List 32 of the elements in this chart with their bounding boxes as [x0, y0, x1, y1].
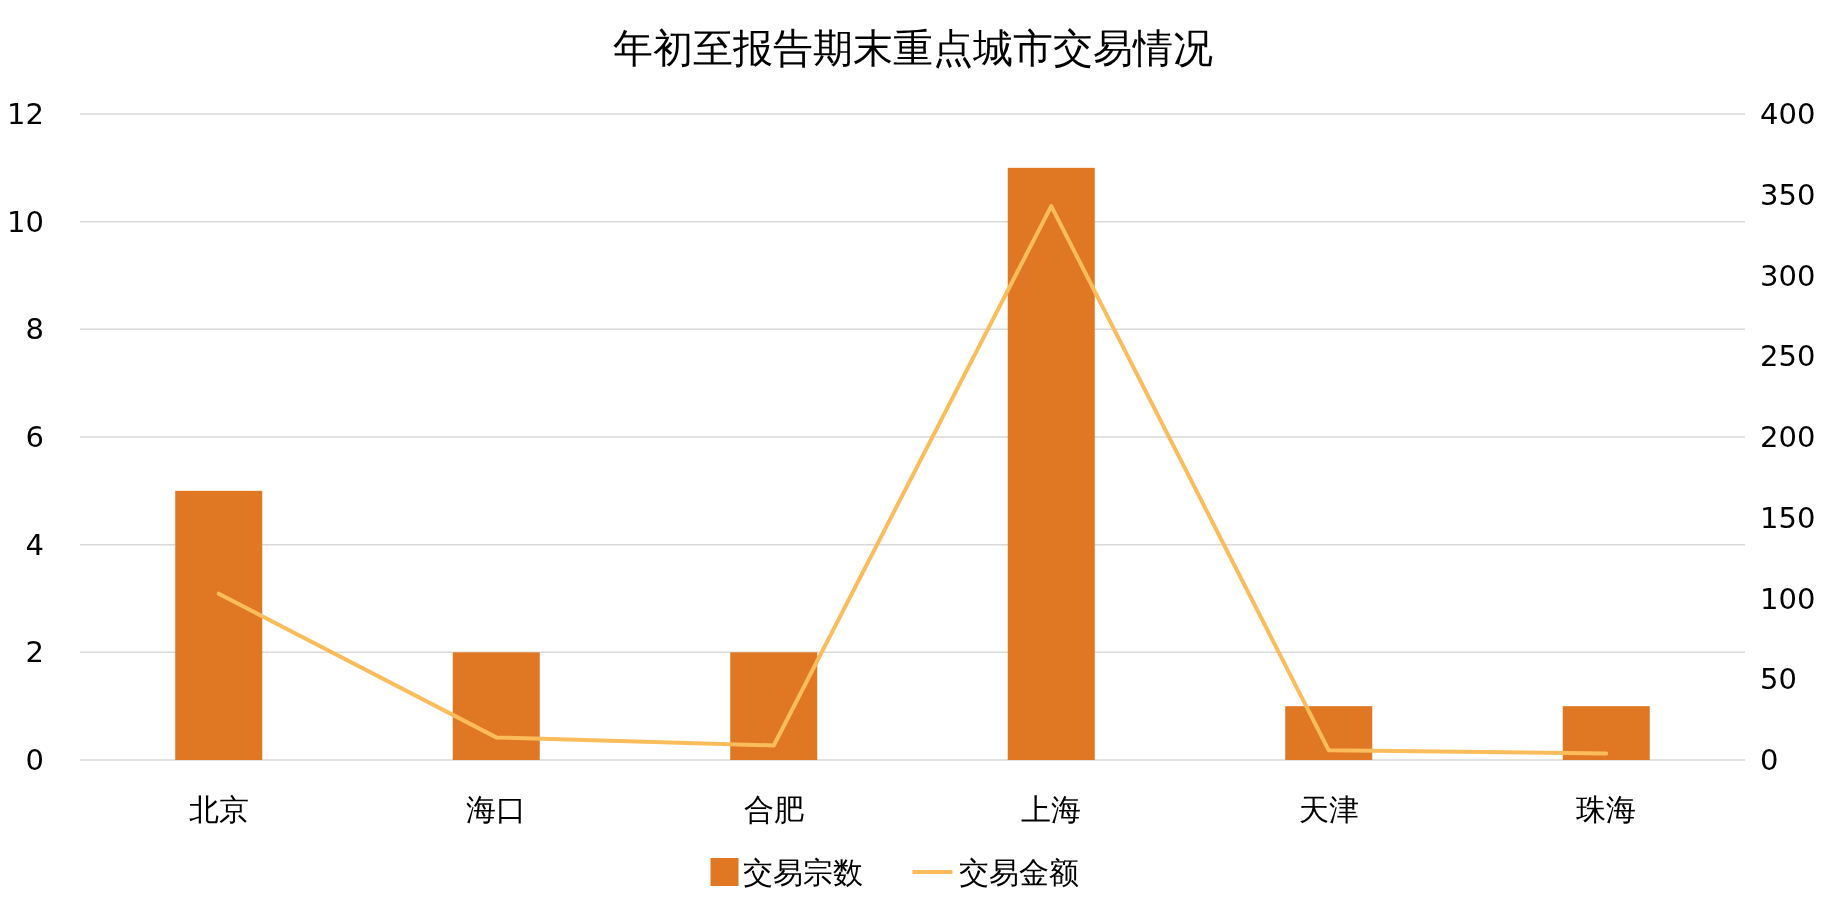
bar	[452, 652, 540, 760]
x-tick-label: 天津	[1298, 792, 1359, 827]
x-tick-label: 珠海	[1576, 792, 1637, 827]
y-tick-label: 4	[25, 527, 44, 562]
y-tick-label: 2	[25, 635, 44, 670]
bar	[175, 490, 263, 760]
y-tick-label: 0	[25, 743, 44, 777]
bar	[1562, 706, 1650, 760]
chart-title: 年初至报告期末重点城市交易情况	[612, 25, 1213, 71]
x-tick-label: 北京	[188, 792, 249, 827]
y2-tick-label: 250	[1760, 339, 1816, 374]
line-series	[216, 204, 1609, 756]
y2-tick-label: 300	[1760, 258, 1816, 293]
y2-tick-label: 50	[1760, 662, 1797, 697]
x-tick-label: 上海	[1021, 792, 1082, 827]
legend-label: 交易宗数	[742, 855, 863, 890]
x-tick-label: 合肥	[743, 792, 804, 827]
legend-label: 交易金额	[958, 855, 1079, 890]
y-tick-label: 6	[25, 420, 44, 454]
y-tick-label: 8	[25, 312, 44, 347]
y-tick-label: 10	[7, 204, 44, 239]
y2-tick-label: 200	[1760, 420, 1816, 454]
y2-tick-label: 100	[1760, 581, 1816, 616]
y2-tick-label: 150	[1760, 500, 1816, 535]
x-tick-label: 海口	[466, 792, 527, 827]
bar	[730, 652, 818, 760]
y2-tick-label: 400	[1760, 97, 1816, 131]
y-tick-label: 12	[7, 97, 44, 131]
bar	[1007, 167, 1095, 760]
y2-tick-label: 350	[1760, 177, 1816, 212]
y2-tick-label: 0	[1760, 743, 1779, 777]
bar	[1285, 706, 1373, 760]
